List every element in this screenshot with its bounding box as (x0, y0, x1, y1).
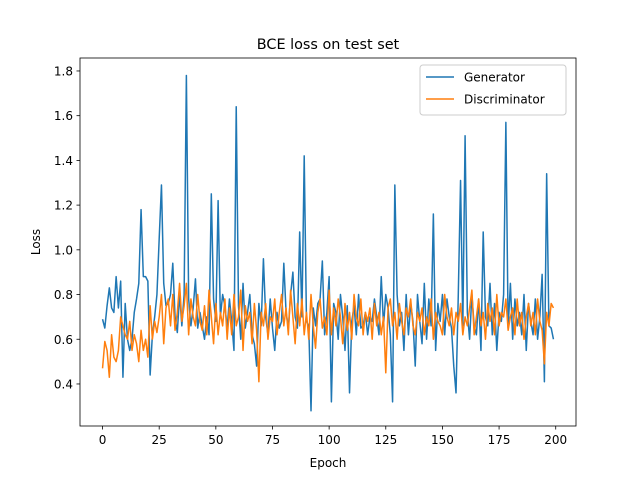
y-axis-label: Loss (29, 229, 43, 255)
x-tick-label: 200 (544, 433, 567, 447)
x-tick-label: 75 (265, 433, 280, 447)
x-tick-label: 125 (374, 433, 397, 447)
y-tick-label: 1.2 (54, 199, 73, 213)
x-tick-label: 0 (99, 433, 107, 447)
x-axis-label: Epoch (310, 456, 347, 470)
y-tick-label: 1.6 (54, 109, 73, 123)
line-series (101, 282, 555, 383)
x-tick-label: 100 (318, 433, 341, 447)
y-tick-label: 1.8 (54, 64, 73, 78)
legend-label: Generator (464, 71, 525, 85)
y-tick-label: 1.0 (54, 243, 73, 257)
chart-title: BCE loss on test set (257, 37, 400, 53)
y-tick-label: 1.4 (54, 154, 73, 168)
x-tick-label: 50 (208, 433, 223, 447)
x-tick-label: 175 (488, 433, 511, 447)
legend-label: Discriminator (464, 93, 545, 107)
y-tick-label: 0.6 (54, 333, 73, 347)
y-tick-label: 0.4 (54, 377, 73, 391)
y-tick-label: 0.8 (54, 288, 73, 302)
axes-frame (79, 57, 577, 427)
x-tick-label: 25 (152, 433, 167, 447)
legend-box (419, 64, 567, 116)
x-tick-label: 150 (431, 433, 454, 447)
